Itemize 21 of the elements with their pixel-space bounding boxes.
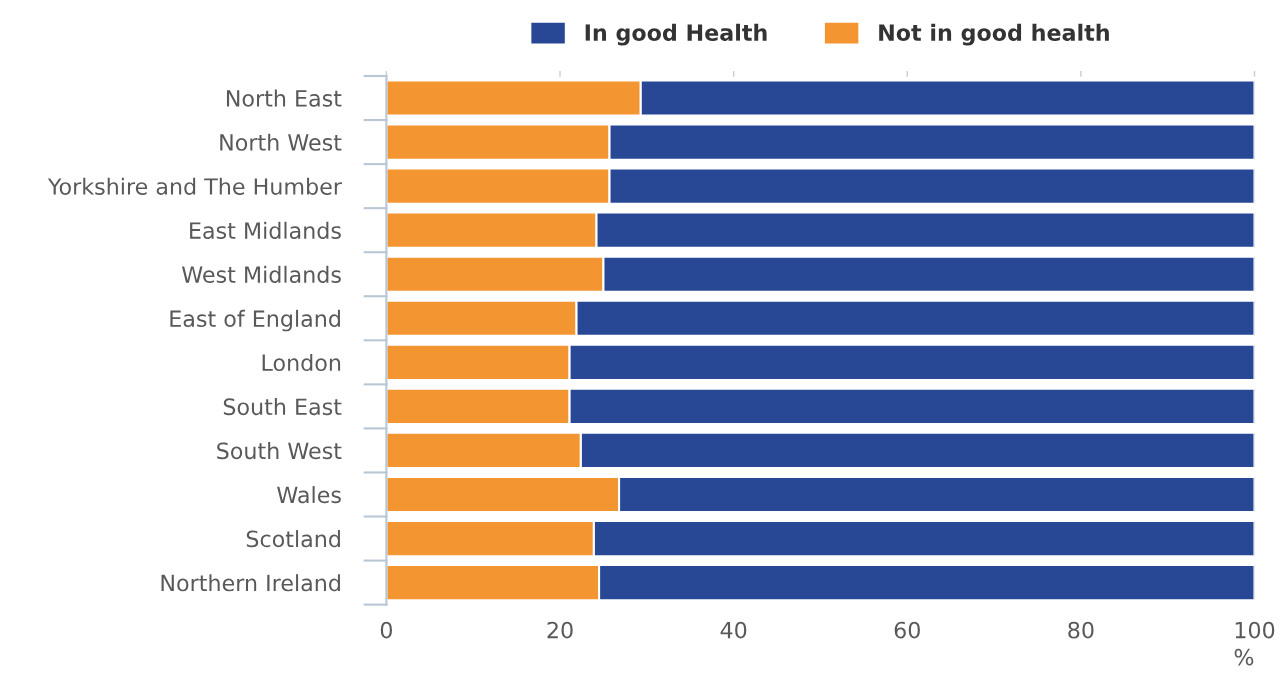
- legend-label: In good Health: [585, 23, 767, 46]
- x-tick-label: 40: [720, 621, 747, 639]
- y-tick-label: East of England: [170, 309, 340, 332]
- y-tick-label: North East: [226, 89, 342, 107]
- y-tick-label: North West: [220, 133, 342, 151]
- y-tick-label: East Midlands: [190, 221, 341, 239]
- y-tick-label: London: [262, 353, 341, 372]
- x-tick-label: 0: [380, 621, 392, 639]
- y-tick-label: South East: [223, 397, 342, 416]
- y-tick-label: South West: [217, 442, 342, 460]
- y-tick-label: Yorkshire and The Humber: [47, 177, 342, 195]
- y-tick-label: West Midlands: [181, 265, 341, 283]
- x-tick-label: 60: [894, 621, 920, 639]
- y-tick-label: Wales: [277, 486, 341, 504]
- x-tick-label: 20: [547, 621, 573, 639]
- legend-label: Not in good health: [879, 23, 1109, 46]
- x-axis-title: %: [1234, 648, 1254, 666]
- x-tick-label: 80: [1068, 621, 1094, 639]
- x-tick-label: 100: [1235, 621, 1275, 639]
- y-tick-label: Northern Ireland: [161, 574, 340, 592]
- y-tick-label: Scotland: [246, 530, 340, 548]
